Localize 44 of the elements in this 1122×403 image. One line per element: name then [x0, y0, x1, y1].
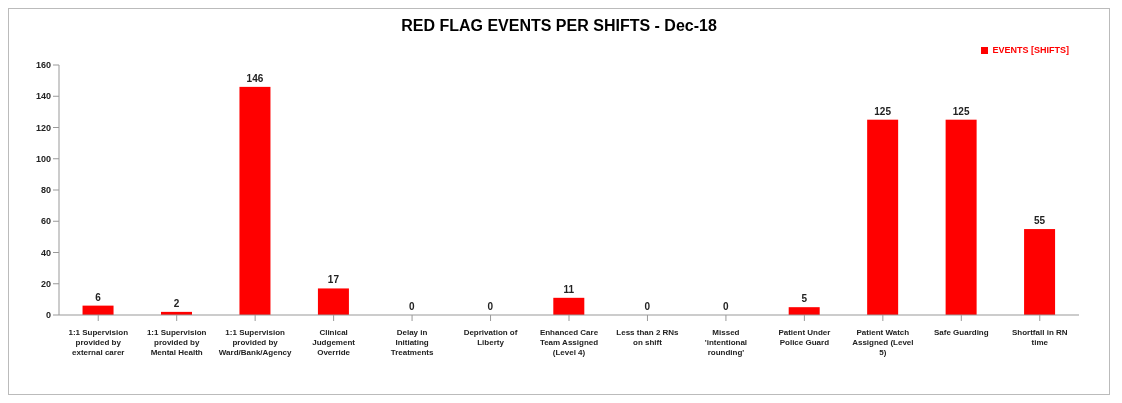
- x-tick-label: Patient Under Police Guard: [778, 328, 831, 347]
- bar: [553, 297, 585, 315]
- x-tick-label: Enhanced Care Team Assigned (Level 4): [539, 328, 599, 357]
- y-tick-label: 160: [35, 60, 51, 71]
- x-tick-label: Shortfall in RN time: [1011, 328, 1068, 347]
- x-tick-label: Clinical Judgement Override: [312, 328, 356, 357]
- data-label: 125: [874, 105, 892, 117]
- bar: [867, 119, 899, 315]
- y-tick-label: 120: [35, 122, 51, 133]
- chart-title: RED FLAG EVENTS PER SHIFTS - Dec-18: [400, 17, 718, 35]
- data-label: 11: [563, 283, 575, 295]
- data-label: 5: [801, 293, 808, 305]
- x-tick-label: 1:1 Supervision provided by external carer: [68, 328, 129, 357]
- y-tick-label: 140: [35, 91, 51, 102]
- bar: [1024, 229, 1056, 315]
- data-label: 0: [487, 301, 494, 312]
- data-label: 2: [173, 297, 180, 309]
- x-tick-label: 1:1 Supervision provided by Mental Health: [146, 328, 207, 357]
- data-label: 146: [246, 72, 264, 84]
- data-label: 0: [644, 301, 651, 312]
- y-tick-label: 60: [40, 216, 51, 227]
- x-tick-label: Less than 2 RNs on shift: [616, 328, 680, 347]
- data-label: 17: [327, 274, 340, 286]
- bar: [317, 288, 349, 315]
- bar: [788, 307, 820, 315]
- x-tick-label: Deprivation of Liberty: [463, 328, 518, 347]
- data-label: 55: [1034, 215, 1046, 227]
- x-tick-label: Safe Guarding: [933, 328, 989, 337]
- y-tick-label: 80: [40, 185, 51, 196]
- data-label: 6: [95, 291, 102, 303]
- y-tick-label: 100: [35, 153, 51, 164]
- x-tick-label: Delay in Initiating Treatments: [390, 328, 434, 357]
- y-tick-label: 0: [45, 310, 51, 321]
- legend-label: EVENTS [SHIFTS]: [992, 45, 1069, 55]
- data-label: 0: [722, 301, 729, 312]
- y-tick-label: 40: [40, 247, 51, 258]
- x-tick-label: Patient Watch Assigned (Level 5): [852, 328, 914, 357]
- x-tick-label: 1:1 Supervision provided by Ward/Bank/Agency: [218, 328, 293, 357]
- bar: [945, 119, 977, 315]
- y-tick-label: 20: [40, 278, 51, 289]
- data-label: 125: [952, 105, 970, 117]
- x-tick-label: Missed 'intentional rounding': [704, 328, 748, 357]
- bar: [239, 86, 271, 315]
- data-label: 0: [409, 301, 416, 312]
